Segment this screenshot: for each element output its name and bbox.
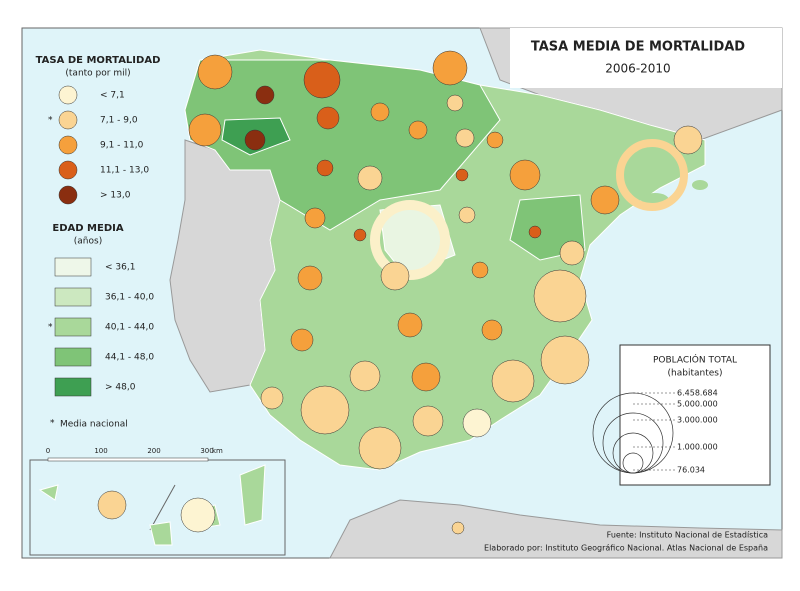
national-mark: *: [48, 323, 53, 333]
credit: Elaborado por: Instituto Geográfico Naci…: [484, 544, 768, 553]
legend-swatch: [54, 317, 92, 337]
legend-symbol: [58, 110, 78, 130]
population-label: 76.034: [677, 466, 705, 475]
national-mark: *: [48, 116, 53, 126]
scale-label: 100: [94, 447, 107, 455]
scale-label: 300: [200, 447, 213, 455]
legend-unit: (años): [74, 237, 102, 247]
legend-label: > 13,0: [100, 191, 131, 201]
note: Media nacional: [60, 420, 128, 430]
title: TASA MEDIA DE MORTALIDAD: [531, 40, 745, 55]
population-items: 6.458.684 5.000.000 3.000.000 1.000.000 76.0…: [633, 389, 718, 475]
legend-swatch: [54, 287, 92, 307]
title-box: [510, 28, 782, 88]
inset-divider: [149, 484, 176, 531]
population-box: [619, 344, 771, 486]
legend-symbol: [58, 185, 78, 205]
legend-label: 11,1 - 13,0: [100, 166, 149, 176]
note-mark: *: [50, 419, 55, 429]
legend-title: TASA DE MORTALIDAD: [36, 55, 161, 66]
legend-symbol: [58, 85, 78, 105]
legend-label: > 48,0: [105, 383, 136, 393]
legend-title: EDAD MEDIA: [52, 223, 123, 234]
legend-unit: (tanto por mil): [65, 69, 130, 79]
symbols: [188, 50, 703, 535]
legend-symbol: [58, 160, 78, 180]
population-unit: (habitantes): [668, 369, 723, 379]
age-items: < 36,1 36,1 - 40,0 40,1 - 44,0 44,1 - 48,0 >…: [54, 257, 154, 397]
mortality-items: < 7,1 7,1 - 9,0 9,1 - 11,0 11,1 - 13,0 > 13,…: [58, 85, 149, 205]
legend-swatch: [54, 377, 92, 397]
population-circles: [592, 392, 674, 474]
legend-swatch: [54, 257, 92, 277]
symbol: [97, 490, 127, 520]
legend-label: 36,1 - 40,0: [105, 293, 154, 303]
scale-label: 0: [46, 447, 50, 455]
africa: [329, 499, 783, 559]
population-label: 5.000.000: [677, 400, 718, 409]
legend-label: 9,1 - 11,0: [100, 141, 144, 151]
population-label: 6.458.684: [677, 389, 718, 398]
symbol: [180, 497, 216, 533]
scale-unit: km: [212, 447, 223, 455]
population-label: 3.000.000: [677, 416, 718, 425]
source: Fuente: Instituto Nacional de Estadístic…: [607, 531, 768, 540]
legend-label: < 36,1: [105, 263, 135, 273]
legend-swatch: [54, 347, 92, 367]
population-title: POBLACIÓN TOTAL: [653, 354, 737, 366]
population-label: 1.000.000: [677, 443, 718, 452]
scale-label: 200: [147, 447, 160, 455]
legend-label: 44,1 - 48,0: [105, 353, 154, 363]
island: [692, 180, 708, 190]
legend-label: < 7,1: [100, 91, 125, 101]
subtitle: 2006-2010: [605, 62, 670, 76]
legend-symbol: [58, 135, 78, 155]
legend-label: 7,1 - 9,0: [100, 116, 138, 126]
legend-label: 40,1 - 44,0: [105, 323, 154, 333]
